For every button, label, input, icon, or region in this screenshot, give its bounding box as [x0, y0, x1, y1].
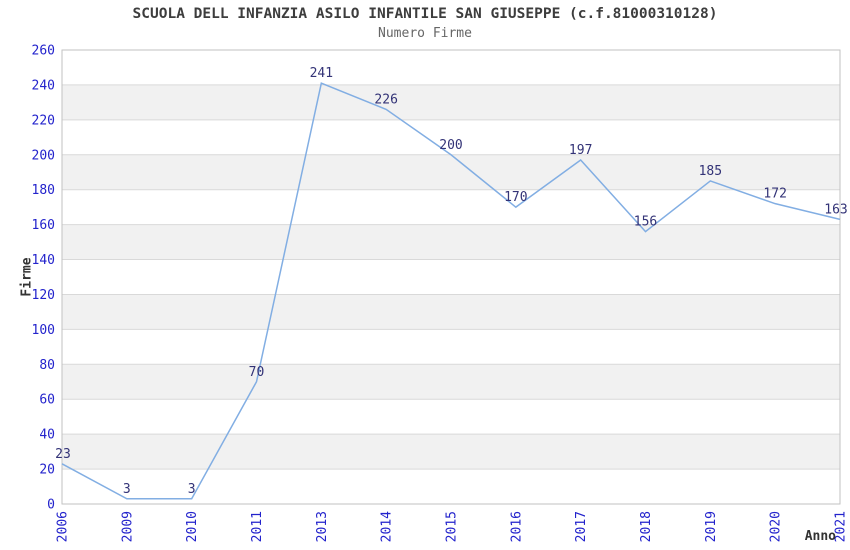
- data-point-label: 163: [824, 202, 847, 217]
- y-tick-label: 220: [32, 113, 55, 128]
- x-tick-label: 2010: [185, 511, 200, 542]
- data-point-label: 156: [634, 215, 657, 230]
- y-tick-label: 80: [39, 358, 55, 373]
- plot-border: [61, 49, 841, 505]
- y-tick-label: 180: [32, 183, 55, 198]
- data-point-label: 23: [55, 447, 71, 462]
- x-tick-label: 2006: [56, 511, 71, 542]
- data-point-label: 70: [249, 365, 265, 380]
- y-tick-label: 0: [47, 498, 55, 513]
- x-tick-label: 2014: [380, 511, 395, 542]
- y-tick-label: 140: [32, 253, 55, 268]
- data-point-label: 241: [310, 66, 333, 81]
- data-point-label: 3: [188, 482, 196, 497]
- y-tick-label: 40: [39, 428, 55, 443]
- x-tick-label: 2016: [509, 511, 524, 542]
- data-point-label: 197: [569, 143, 592, 158]
- band: [62, 364, 840, 400]
- chart-title: SCUOLA DELL INFANZIA ASILO INFANTILE SAN…: [132, 6, 718, 22]
- band: [62, 224, 840, 260]
- x-tick-label: 2017: [574, 511, 589, 542]
- x-tick-label: 2013: [315, 511, 330, 542]
- y-tick-label: 160: [32, 218, 55, 233]
- y-tick-label: 60: [39, 393, 55, 408]
- x-axis-title: Anno: [804, 529, 836, 544]
- y-axis-title: Firme: [19, 257, 35, 297]
- band: [62, 434, 840, 470]
- data-point-label: 185: [699, 164, 722, 179]
- x-tick-label: 2015: [445, 511, 460, 542]
- y-tick-label: 260: [32, 44, 55, 59]
- x-tick-label: 2020: [769, 511, 784, 542]
- x-tick-label: 2011: [250, 511, 265, 542]
- data-point-label: 172: [763, 187, 786, 202]
- y-tick-label: 120: [32, 288, 55, 303]
- data-point-label: 200: [439, 138, 462, 153]
- data-point-label: 226: [374, 92, 397, 107]
- data-point-label: 170: [504, 190, 527, 205]
- data-point-label: 3: [123, 482, 131, 497]
- y-tick-label: 100: [32, 323, 55, 338]
- x-tick-label: 2019: [704, 511, 719, 542]
- data-line: [61, 82, 841, 500]
- x-tick-label: 2018: [639, 511, 654, 542]
- band: [62, 294, 840, 330]
- band: [62, 84, 840, 120]
- y-tick-label: 20: [39, 463, 55, 478]
- y-tick-label: 200: [32, 148, 55, 163]
- x-tick-label: 2021: [834, 511, 849, 542]
- x-tick-label: 2009: [120, 511, 135, 542]
- chart-subtitle: Numero Firme: [378, 26, 472, 41]
- band: [62, 154, 840, 190]
- y-tick-label: 240: [32, 78, 55, 93]
